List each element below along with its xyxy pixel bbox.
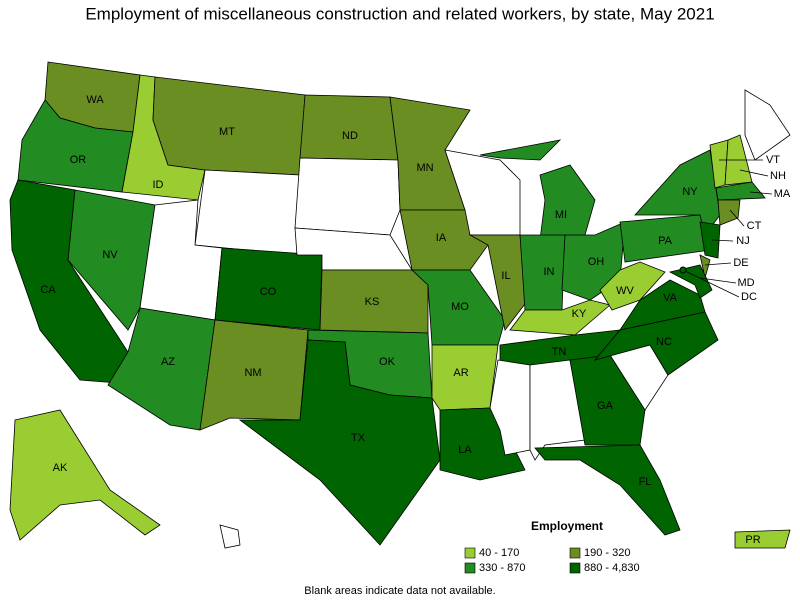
legend-label: 40 - 170: [479, 547, 519, 559]
state-region: [194, 169, 301, 256]
state-label: MT: [219, 126, 235, 138]
state-region: [219, 524, 241, 549]
state-label: MD: [737, 277, 754, 289]
state-label: PA: [658, 235, 673, 247]
state-label: CT: [747, 220, 762, 232]
labels: WA OR CA NV ID MT CO AZ NM ND KS OK TX MN IA MO AR LA IL MI…: [40, 94, 791, 546]
callout-line: [704, 262, 732, 266]
state-label: NJ: [736, 235, 749, 247]
state-region: [715, 181, 766, 201]
note: Blank areas indicate data not available.: [304, 585, 495, 597]
callout-line: [711, 239, 734, 242]
state-label: NY: [682, 186, 698, 198]
callout-line: [749, 191, 773, 195]
state-region: [107, 307, 216, 431]
state-region: [734, 529, 791, 549]
state-label: IN: [544, 266, 555, 278]
state-region: [668, 264, 713, 299]
state-label: CA: [40, 284, 56, 296]
regions: [9, 61, 791, 549]
state-label: MA: [774, 188, 791, 200]
state-label: WA: [86, 94, 104, 106]
legend-label: 330 - 870: [479, 562, 525, 574]
state-label: OR: [70, 154, 87, 166]
state-region: [699, 254, 711, 279]
legend-swatch: [569, 547, 581, 559]
state-region: [9, 409, 161, 541]
state-label: KS: [365, 296, 380, 308]
state-label: MI: [555, 209, 567, 221]
state-label: DE: [733, 257, 748, 269]
state-label: NH: [770, 170, 786, 182]
state-label: KY: [572, 308, 587, 320]
state-region: [619, 279, 706, 331]
state-region: [539, 164, 596, 241]
state-label: NC: [656, 336, 672, 348]
state-region: [519, 234, 566, 311]
callout-line: [729, 209, 745, 227]
legend-swatch: [569, 562, 581, 574]
state-label: CO: [260, 286, 277, 298]
state-label: NM: [244, 367, 261, 379]
state-region: [479, 139, 562, 161]
callout-line: [699, 277, 737, 284]
state-label: VT: [766, 154, 780, 166]
state-region: [717, 199, 741, 226]
state-region: [238, 339, 441, 546]
state-label: ID: [153, 179, 164, 191]
legend-swatch: [464, 547, 476, 559]
state-region: [319, 269, 429, 334]
callout-line: [739, 169, 769, 177]
state-label: WV: [616, 285, 634, 297]
state-label: AK: [53, 462, 68, 474]
state-region: [699, 221, 721, 259]
state-label: OK: [379, 356, 396, 368]
state-label: VA: [663, 292, 678, 304]
state-region: [399, 209, 489, 271]
state-label: LA: [458, 444, 472, 456]
state-label: AZ: [161, 356, 175, 368]
state-region: [294, 157, 401, 236]
state-label: NV: [102, 249, 118, 261]
state-region: [744, 89, 791, 161]
legend-label: 190 - 320: [584, 547, 630, 559]
state-label: IA: [436, 232, 447, 244]
state-label: FL: [639, 476, 652, 488]
state-label: ND: [342, 130, 358, 142]
state-label: MO: [451, 301, 469, 313]
state-label: TN: [552, 346, 567, 358]
state-region: [67, 189, 156, 331]
state-label: TX: [351, 432, 366, 444]
state-region: [599, 261, 666, 311]
state-label: GA: [597, 400, 614, 412]
state-label: MN: [416, 162, 433, 174]
legend-swatch: [464, 562, 476, 574]
legend-title: Employment: [531, 519, 603, 533]
state-label: PR: [745, 534, 760, 546]
state-label: OH: [588, 256, 605, 268]
state-label: IL: [501, 270, 510, 282]
state-region: [468, 234, 529, 331]
state-region: [299, 94, 399, 161]
map-title: Employment of miscellaneous construction…: [85, 4, 714, 23]
dc-marker: [679, 266, 687, 274]
callout-line: [682, 269, 740, 298]
state-region: [534, 444, 681, 536]
state-label: AR: [453, 367, 468, 379]
state-region: [199, 319, 309, 431]
legend-label: 880 - 4,830: [584, 562, 640, 574]
state-label: DC: [741, 291, 757, 303]
